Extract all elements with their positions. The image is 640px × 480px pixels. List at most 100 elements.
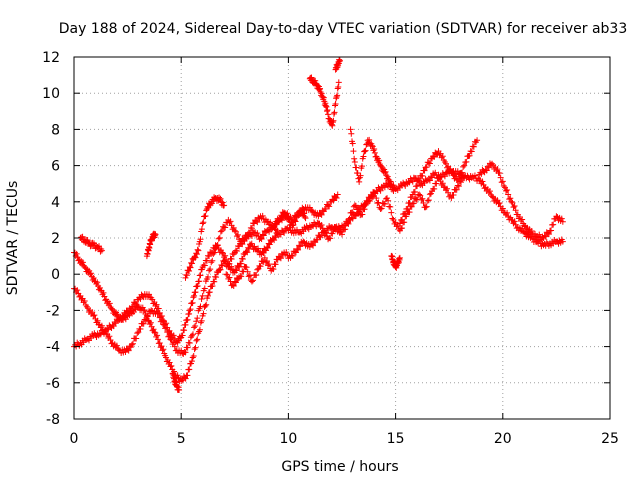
data-point [202, 302, 209, 309]
data-point [317, 210, 324, 217]
data-point [206, 267, 213, 274]
data-point [312, 77, 319, 84]
data-point [334, 85, 341, 92]
data-point [106, 333, 113, 340]
data-point [474, 137, 481, 144]
data-point [162, 325, 169, 332]
data-point [452, 173, 459, 180]
data-point [545, 231, 552, 238]
data-point [509, 199, 516, 206]
data-point [330, 110, 337, 117]
data-point [166, 332, 173, 339]
data-point [334, 92, 341, 99]
data-point [203, 301, 210, 308]
data-point [192, 289, 199, 296]
data-point [421, 167, 428, 174]
x-tick-label: 0 [70, 431, 79, 447]
data-point [196, 326, 203, 333]
data-point [288, 252, 295, 259]
data-point [433, 180, 440, 187]
data-point [73, 250, 80, 257]
data-point [209, 257, 216, 264]
data-point [219, 199, 226, 206]
data-point [512, 207, 519, 214]
data-point [217, 195, 224, 202]
data-point [186, 310, 193, 317]
data-point [351, 158, 358, 165]
data-point [383, 172, 390, 179]
data-point [194, 246, 201, 253]
y-tick-label: 12 [42, 50, 60, 66]
data-point [266, 241, 273, 248]
data-point [412, 196, 419, 203]
data-point [122, 316, 129, 323]
data-point [349, 140, 356, 147]
data-point [260, 249, 267, 256]
data-point [335, 84, 342, 91]
y-tick-label: 0 [51, 267, 60, 283]
data-point [419, 172, 426, 179]
data-point [333, 93, 340, 100]
data-point [322, 230, 329, 237]
data-point [191, 346, 198, 353]
y-tick-label: 4 [51, 195, 60, 211]
data-point [184, 372, 191, 379]
data-point [192, 344, 199, 351]
data-point [353, 164, 360, 171]
data-point [182, 321, 189, 328]
data-point [264, 245, 271, 252]
data-point [301, 213, 308, 220]
data-point [217, 266, 224, 273]
data-point [129, 340, 136, 347]
data-point [519, 225, 526, 232]
data-point [441, 173, 448, 180]
data-point [332, 101, 339, 108]
data-point [254, 219, 261, 226]
data-point [411, 188, 418, 195]
data-point [299, 209, 306, 216]
data-point [193, 337, 200, 344]
data-point [263, 258, 270, 265]
data-point [387, 178, 394, 185]
data-point [553, 213, 560, 220]
data-point [355, 204, 362, 211]
data-point [155, 310, 162, 317]
data-point [466, 152, 473, 159]
data-point [198, 317, 205, 324]
data-point [196, 278, 203, 285]
data-point [167, 363, 174, 370]
data-point [205, 273, 211, 280]
series-track-o [223, 173, 468, 290]
data-point [455, 183, 462, 190]
data-point [147, 319, 154, 326]
data-point [479, 178, 486, 185]
data-point [463, 158, 470, 165]
data-point [210, 250, 217, 257]
series-track-h [272, 207, 309, 229]
data-point [198, 226, 205, 233]
y-tick-label: 2 [51, 231, 60, 247]
data-point [235, 276, 242, 283]
data-point [373, 195, 380, 202]
data-point [323, 108, 330, 115]
data-point [418, 196, 425, 203]
y-tick-label: 10 [42, 86, 60, 102]
data-point [229, 282, 236, 289]
data-point [344, 220, 351, 227]
data-point [308, 207, 315, 214]
data-point [276, 254, 283, 261]
data-point [191, 324, 198, 331]
data-point [153, 301, 160, 308]
data-point [317, 85, 324, 92]
data-point [439, 180, 446, 187]
data-point [231, 278, 238, 285]
data-point [498, 179, 505, 186]
data-point [183, 272, 190, 279]
data-point [528, 228, 535, 235]
data-point [215, 235, 222, 242]
data-point [223, 271, 230, 278]
data-point [203, 257, 210, 264]
data-point [158, 317, 165, 324]
data-point [207, 266, 214, 273]
data-point [87, 270, 94, 277]
